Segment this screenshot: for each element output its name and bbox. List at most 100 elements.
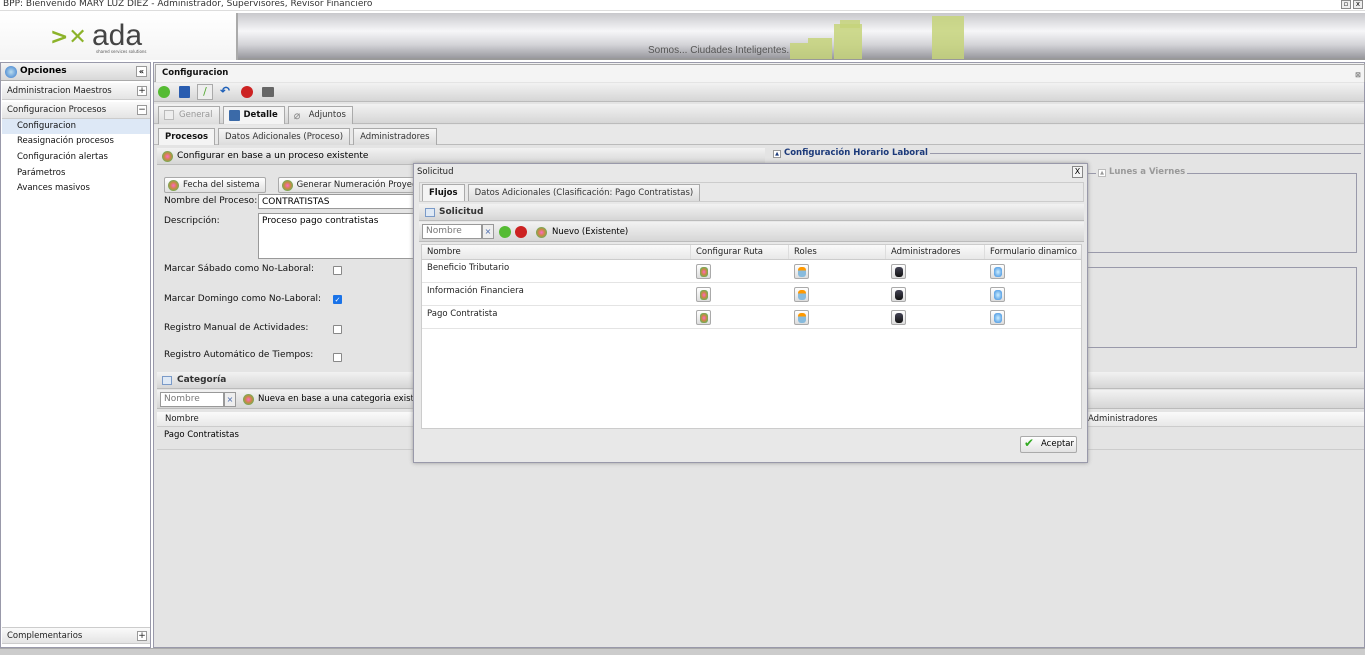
subtab-label: Detalle: [243, 110, 278, 120]
gear-icon: [168, 180, 179, 191]
subtab-general[interactable]: General: [158, 106, 220, 124]
horario-legend[interactable]: ▲ Configuración Horario Laboral: [771, 148, 930, 158]
configurar-ruta-icon[interactable]: [696, 264, 711, 279]
section-label: Administracion Maestros: [7, 86, 112, 96]
aceptar-button[interactable]: ✔ Aceptar: [1020, 436, 1077, 453]
nuevo-existente-button[interactable]: Nuevo (Existente): [552, 227, 629, 237]
sidebar-item-alertas[interactable]: Configuración alertas: [17, 152, 108, 162]
configurar-ruta-icon[interactable]: [696, 287, 711, 302]
column-nombre: Nombre: [427, 247, 461, 257]
city-graphic: [790, 43, 808, 59]
column-administradores: Administradores: [1088, 414, 1158, 424]
city-graphic: [834, 24, 862, 59]
detail-icon: [228, 110, 240, 121]
panel-title: Solicitud: [439, 207, 484, 217]
undo-icon[interactable]: ↶: [220, 84, 231, 98]
gear-icon: [536, 227, 547, 238]
roles-icon[interactable]: [794, 287, 809, 302]
registro-manual-checkbox[interactable]: [333, 325, 342, 334]
flujo-nombre: Beneficio Tributario: [427, 263, 510, 273]
save-icon[interactable]: [179, 86, 190, 98]
expand-icon[interactable]: +: [137, 86, 147, 96]
collapse-icon[interactable]: ▲: [1098, 169, 1106, 177]
collapse-section-icon[interactable]: −: [137, 105, 147, 115]
delete-icon[interactable]: [515, 226, 527, 238]
add-icon[interactable]: [499, 226, 511, 238]
collapse-icon[interactable]: «: [136, 66, 147, 77]
fecha-sistema-button[interactable]: Fecha del sistema: [164, 177, 266, 193]
tab-configuracion[interactable]: Configuracion ⊠: [155, 64, 1365, 82]
flujo-row[interactable]: Beneficio Tributario: [422, 260, 1081, 283]
tab-procesos[interactable]: Procesos: [158, 128, 216, 145]
clear-icon[interactable]: ×: [224, 392, 236, 407]
configurar-ruta-icon[interactable]: [696, 310, 711, 325]
horario-fieldset: [771, 153, 1361, 154]
sidebar-item-avances[interactable]: Avances masivos: [17, 183, 90, 193]
domingo-checkbox[interactable]: ✓: [333, 295, 342, 304]
formulario-dinamico-icon[interactable]: [990, 264, 1005, 279]
city-graphic: [808, 38, 832, 59]
flujo-row[interactable]: Pago Contratista: [422, 306, 1081, 329]
descripcion-textarea[interactable]: Proceso pago contratistas: [258, 213, 418, 259]
subtab-label: Adjuntos: [308, 110, 346, 120]
formulario-dinamico-icon[interactable]: [990, 310, 1005, 325]
sidebar-header: Opciones «: [1, 63, 150, 81]
dialog-title: Solicitud: [417, 167, 454, 177]
print-icon[interactable]: [262, 87, 274, 97]
sabado-checkbox[interactable]: [333, 266, 342, 275]
close-window-icon[interactable]: x: [1353, 0, 1363, 9]
delete-icon[interactable]: [241, 86, 253, 98]
grid-header: Nombre Configurar Ruta Roles Administrad…: [422, 245, 1081, 260]
edit-icon[interactable]: /: [197, 84, 213, 100]
roles-icon[interactable]: [794, 264, 809, 279]
expand-icon[interactable]: +: [137, 631, 147, 641]
tab-datos-adicionales-proceso[interactable]: Datos Adicionales (Proceso): [218, 128, 351, 145]
button-label: Fecha del sistema: [183, 180, 260, 190]
horario-title: Configuración Horario Laboral: [783, 148, 928, 158]
tab-flujos[interactable]: Flujos: [422, 184, 465, 201]
administradores-icon[interactable]: [891, 264, 906, 279]
close-tab-icon[interactable]: ⊠: [1355, 71, 1361, 79]
sidebar-item-configuracion[interactable]: Configuracion: [2, 119, 150, 134]
gear-icon: [162, 151, 173, 162]
collapse-icon[interactable]: ▲: [773, 150, 781, 158]
sidebar-section-complementarios[interactable]: Complementarios +: [2, 627, 150, 644]
toolbar: / ↶: [154, 83, 1364, 102]
roles-icon[interactable]: [794, 310, 809, 325]
formulario-dinamico-icon[interactable]: [990, 287, 1005, 302]
sidebar-item-reasignacion[interactable]: Reasignación procesos: [17, 136, 114, 146]
flujo-nombre: Información Financiera: [427, 286, 524, 296]
inner-tab-row: Procesos Datos Adicionales (Proceso) Adm…: [158, 128, 437, 145]
nombre-proceso-label: Nombre del Proceso:: [164, 196, 258, 206]
section-label: Configuracion Procesos: [7, 105, 107, 115]
tab-datos-adicionales-clasificacion[interactable]: Datos Adicionales (Clasificación: Pago C…: [467, 184, 701, 201]
form-button-row: Fecha del sistema Generar Numeración Pro…: [164, 177, 432, 193]
subtab-adjuntos[interactable]: ⌀ Adjuntos: [287, 106, 353, 124]
panel-icon: [425, 208, 435, 217]
sidebar-section-admin-maestros[interactable]: Administracion Maestros +: [2, 83, 150, 100]
categoria-search-input[interactable]: Nombre: [160, 392, 224, 407]
sidebar-section-config-procesos[interactable]: Configuracion Procesos −: [2, 102, 150, 119]
nueva-categoria-button[interactable]: Nueva en base a una categoria existente: [258, 394, 434, 404]
registro-automatico-checkbox[interactable]: [333, 353, 342, 362]
lunes-title: Lunes a Viernes: [1108, 167, 1186, 177]
sidebar-title: Opciones: [20, 66, 67, 76]
flujo-row[interactable]: Información Financiera: [422, 283, 1081, 306]
subtab-label: General: [179, 110, 213, 120]
administradores-icon[interactable]: [891, 287, 906, 302]
sidebar-item-parametros[interactable]: Parámetros: [17, 168, 66, 178]
section-label: Complementarios: [7, 631, 83, 641]
close-icon[interactable]: X: [1072, 166, 1083, 178]
clear-icon[interactable]: ×: [482, 224, 494, 239]
nombre-proceso-input[interactable]: CONTRATISTAS: [258, 194, 418, 209]
column-administradores: Administradores: [885, 245, 960, 259]
tab-administradores[interactable]: Administradores: [353, 128, 437, 145]
restore-icon[interactable]: ▫: [1341, 0, 1351, 9]
tab-label: Configuracion: [162, 68, 229, 78]
lunes-legend[interactable]: ▲ Lunes a Viernes: [1096, 167, 1188, 177]
flujo-search-input[interactable]: Nombre: [422, 224, 482, 239]
administradores-icon[interactable]: [891, 310, 906, 325]
add-icon[interactable]: [158, 86, 170, 98]
generar-numeracion-button[interactable]: Generar Numeración Proyecto: [277, 177, 432, 193]
subtab-detalle[interactable]: Detalle: [222, 106, 285, 124]
